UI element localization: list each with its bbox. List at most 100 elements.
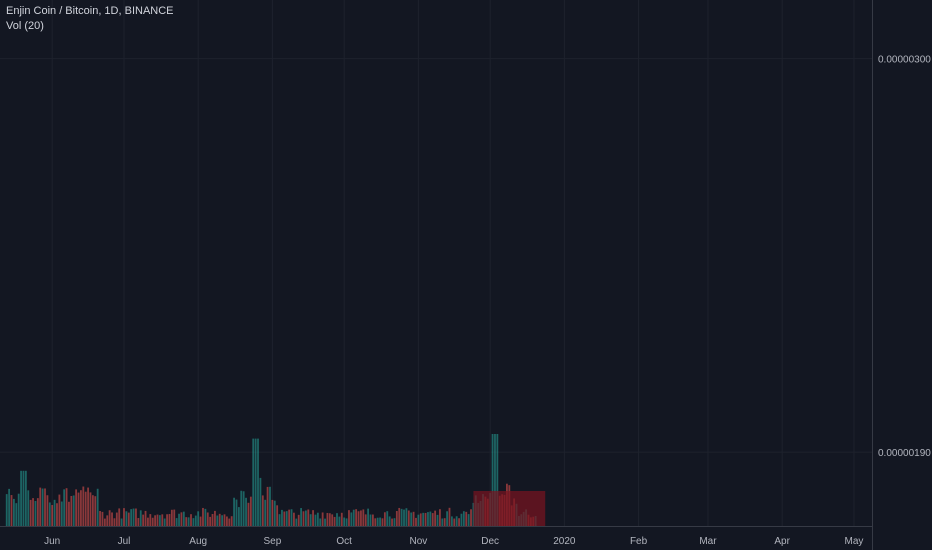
volume-bar <box>271 499 274 526</box>
volume-bar <box>398 507 401 526</box>
volume-bar <box>103 518 106 526</box>
volume-bar <box>214 510 216 526</box>
volume-bar <box>56 503 58 526</box>
volume-bar <box>429 511 432 526</box>
volume-bar <box>350 512 353 526</box>
volume-bar <box>190 514 192 526</box>
volume-bar <box>360 510 362 526</box>
volume-bar <box>230 516 233 526</box>
volume-bar <box>300 508 302 526</box>
volume-bar <box>211 513 214 526</box>
volume-bar <box>458 518 460 526</box>
volume-bar <box>206 512 209 526</box>
volume-bar <box>187 517 190 526</box>
time-tick-label: Jul <box>118 536 131 547</box>
price-axis <box>872 0 932 550</box>
volume-bar <box>226 516 228 526</box>
volume-bar <box>386 511 389 526</box>
volume-bar <box>424 512 427 526</box>
volume-bar <box>106 515 109 526</box>
volume-bar <box>29 499 32 526</box>
time-tick-label: Dec <box>481 536 499 547</box>
volume-bar <box>391 518 393 526</box>
volume-bar <box>357 511 360 526</box>
volume-bar <box>427 512 429 526</box>
volume-bar <box>304 510 307 526</box>
volume-bar <box>379 517 381 526</box>
volume-bar <box>381 518 384 526</box>
volume-bar <box>259 477 262 526</box>
volume-bar <box>82 486 85 526</box>
volume-indicator-label[interactable]: Vol (20) <box>6 20 44 32</box>
volume-bar <box>113 518 116 526</box>
volume-bar <box>288 509 291 526</box>
time-tick-label: 2020 <box>553 536 576 547</box>
volume-bar <box>252 438 255 526</box>
volume-bar <box>333 516 336 526</box>
volume-bar <box>202 507 204 526</box>
volume-bar <box>228 518 231 526</box>
volume-bar <box>87 487 89 526</box>
volume-bar <box>132 508 135 526</box>
volume-bar <box>166 514 168 526</box>
volume-highlight-zone <box>473 491 546 526</box>
volume-bar <box>355 509 358 526</box>
volume-bar <box>20 470 22 526</box>
volume-bar <box>137 518 140 526</box>
volume-bar <box>235 499 238 526</box>
volume-bar <box>448 507 451 526</box>
volume-bar <box>130 509 133 526</box>
volume-bar <box>245 497 247 526</box>
volume-bar <box>182 511 185 526</box>
time-tick-label: Apr <box>774 536 790 547</box>
volume-bar <box>194 515 197 526</box>
volume-bar <box>257 438 259 526</box>
volume-bar <box>348 510 350 526</box>
volume-bar <box>326 512 329 526</box>
volume-bar <box>77 492 80 526</box>
volume-bar <box>60 501 63 526</box>
volume-bar <box>118 508 121 526</box>
volume-bar <box>237 507 240 526</box>
volume-bar <box>154 515 157 526</box>
volume-bar <box>441 518 444 526</box>
volume-bar <box>431 513 434 526</box>
volume-bar <box>240 490 243 526</box>
volume-bar <box>115 512 118 526</box>
volume-bar <box>58 494 61 526</box>
volume-bar <box>5 494 8 526</box>
volume-bar <box>108 510 111 526</box>
volume-bar <box>111 512 113 526</box>
volume-bar <box>84 491 87 526</box>
volume-bar <box>407 510 410 526</box>
volume-bar <box>362 509 365 526</box>
volume-bar <box>223 514 226 526</box>
volume-bar <box>151 517 154 526</box>
volume-bar <box>144 510 147 526</box>
volume-bar <box>70 495 73 526</box>
volume-bar <box>139 510 142 526</box>
volume-bar <box>156 514 159 526</box>
volume-bar <box>27 490 30 526</box>
volume-bar <box>400 508 403 526</box>
volume-bar <box>338 516 341 526</box>
volume-bar <box>221 515 224 526</box>
volume-bar <box>170 509 173 526</box>
volume-bar <box>422 512 425 526</box>
volume-bar <box>91 495 94 526</box>
volume-bar <box>158 515 161 526</box>
volume-bar <box>496 434 499 526</box>
volume-bar <box>472 502 475 526</box>
volume-bar <box>68 501 70 526</box>
volume-bar <box>273 500 276 526</box>
volume-bar <box>439 509 441 526</box>
price-tick-label: 0.00000190 <box>878 448 931 459</box>
volume-bar <box>403 509 405 526</box>
volume-bar <box>249 496 252 526</box>
time-tick-label: Sep <box>263 536 281 547</box>
volume-bar <box>462 511 465 526</box>
volume-bar <box>307 509 310 526</box>
price-tick-label: 0.00000300 <box>878 55 931 66</box>
volume-bar <box>94 496 97 526</box>
